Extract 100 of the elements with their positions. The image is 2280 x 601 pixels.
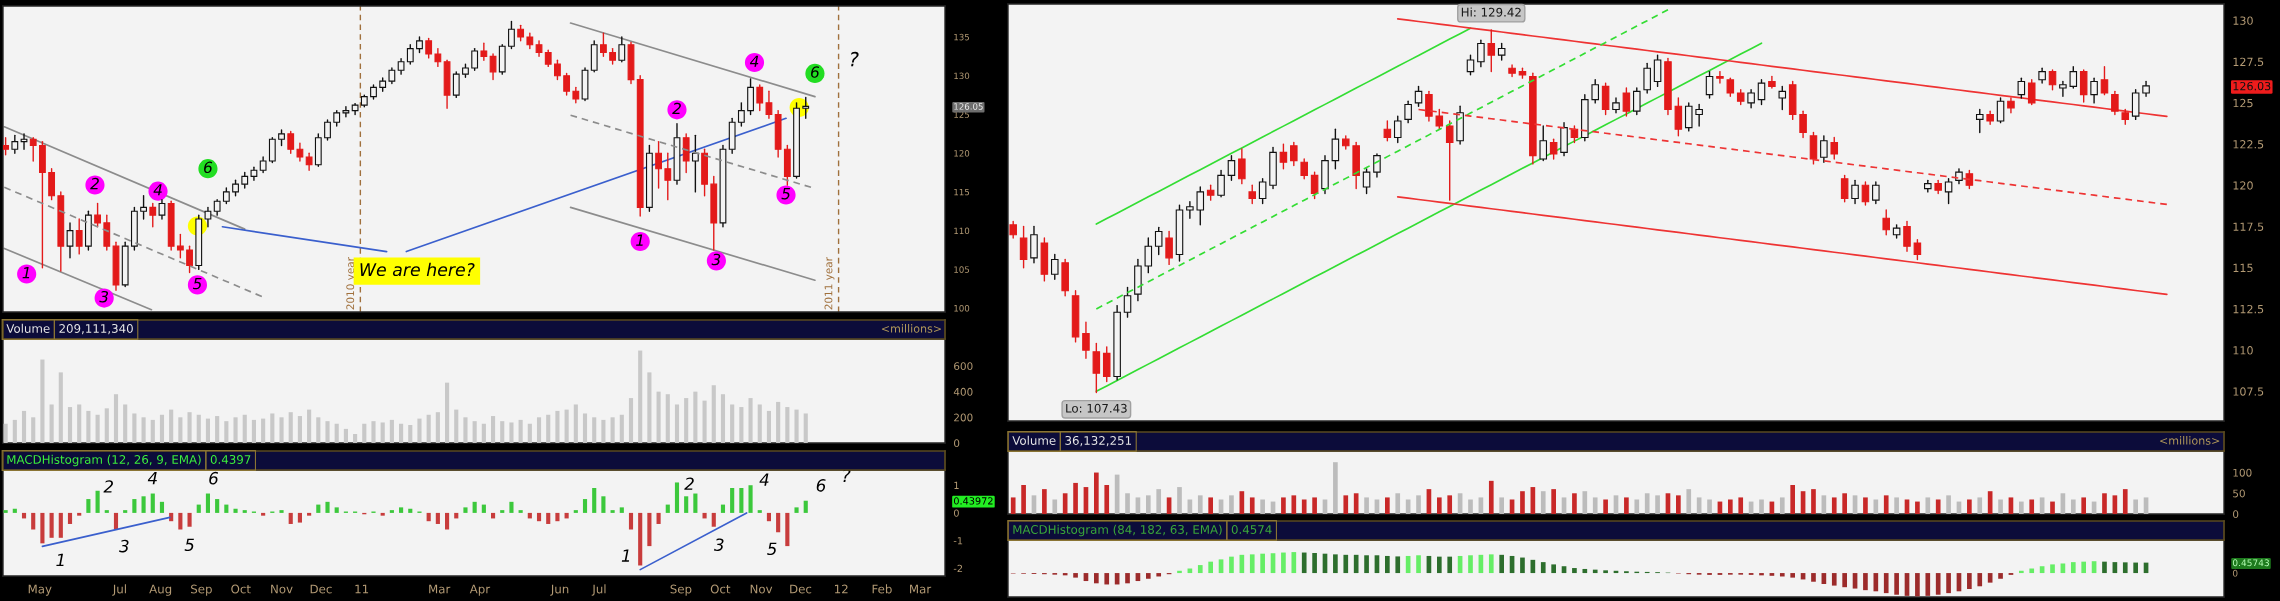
bar [546,512,551,524]
bar [77,404,82,443]
annotation: 4 [749,55,759,67]
bar [2122,489,2128,514]
bar [1145,495,1151,514]
line-series [1396,196,2168,296]
bar [1935,573,1941,595]
bar [1062,573,1068,576]
bar [1343,495,1349,514]
candlestick [1653,54,1662,88]
y-tick-label: 115 [954,188,970,196]
candlestick [29,137,37,162]
bar [1520,491,1525,514]
bar [1551,489,1556,514]
ref-line-label: 2011 year [824,257,835,310]
bar [481,504,486,513]
bar [665,504,670,513]
candlestick [324,119,331,141]
x-tick-label: Oct [710,584,731,594]
bar [2018,570,2024,574]
bar [674,482,680,513]
bar [1229,556,1234,574]
annotation: 6 [816,479,826,492]
bar [1779,497,1785,514]
bar [748,398,753,443]
bar [803,413,808,443]
bar [463,417,468,443]
bar [757,510,762,513]
bar [1436,556,1442,574]
y-tick-label: 50 [2233,489,2245,498]
bar [1592,569,1598,574]
chart-title: MACDHistogram (84, 182, 63, EMA) [1013,524,1222,537]
candlestick [1238,148,1246,185]
candlestick [1144,237,1153,274]
bar [426,512,431,522]
bar [1343,554,1349,574]
bar [693,493,698,513]
bar [463,507,468,513]
bar [2070,499,2076,514]
candlestick [1030,225,1038,264]
bar [1436,497,1442,514]
bar [123,510,128,513]
bar [1707,499,1712,514]
candlestick [600,32,607,58]
bar [711,512,716,527]
annotation: Hi: 129.42 [1461,7,1521,17]
bar [1998,573,2003,579]
bar [638,350,643,443]
candlestick [1217,169,1225,198]
bar [619,414,624,443]
bar [1644,493,1650,514]
bar [1301,499,1307,514]
bar [555,512,560,522]
bar [169,409,174,443]
bar [1416,495,1421,514]
candlestick [747,78,754,116]
bar [417,418,422,443]
bar [1977,497,1983,514]
bar [472,501,477,513]
candlestick [2059,80,2067,97]
bar [1873,573,1879,592]
x-tick-label: Sep [670,584,692,596]
bar [1759,573,1764,576]
bar [141,417,146,443]
bar [86,499,91,513]
bar [2050,501,2055,514]
candlestick [2048,69,2057,91]
bar [408,508,413,513]
bar [1197,495,1203,514]
bar [1249,497,1255,514]
candlestick [1019,225,1028,269]
bar [279,417,284,443]
candlestick [1092,342,1101,394]
bar [1842,573,1847,588]
candlestick [1290,141,1298,167]
bar [288,412,293,443]
bar [316,504,321,513]
annotation: 3 [99,290,109,303]
bar [518,419,523,443]
bar [113,512,119,530]
bar [656,512,661,524]
bar [178,512,183,530]
bar [2081,561,2087,574]
candlestick [563,72,571,96]
bar [215,416,220,443]
bar [12,508,17,513]
bar [104,408,109,443]
candlestick [94,202,102,228]
candlestick [1996,97,2005,124]
bar [472,421,477,443]
y-tick-label: 107.5 [2233,387,2264,396]
bar [445,512,450,530]
bar [1416,555,1421,574]
y-tick-label: 0.45743 [2232,559,2269,567]
bar [1676,495,1681,514]
bar [67,407,73,443]
x-tick-label: Apr [469,584,491,596]
x-tick-label: Mar [910,584,932,594]
candlestick [1757,79,1766,106]
candlestick [1747,89,1755,109]
